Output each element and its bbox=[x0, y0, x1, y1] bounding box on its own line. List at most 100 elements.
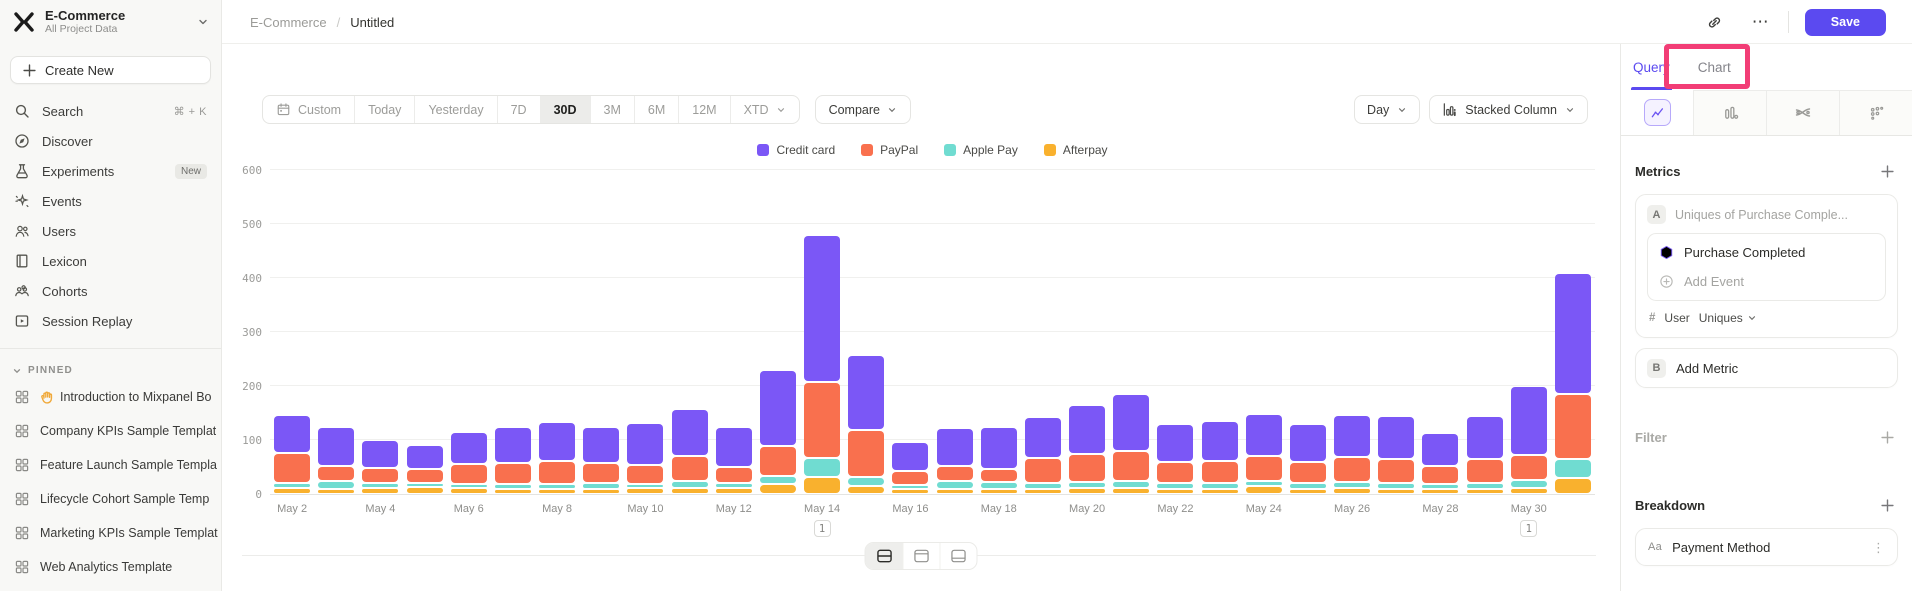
bar-segment-apple-pay[interactable] bbox=[494, 485, 531, 488]
bar-segment-apple-pay[interactable] bbox=[450, 484, 487, 487]
bar-segment-apple-pay[interactable] bbox=[1289, 484, 1326, 488]
bar-segment-apple-pay[interactable] bbox=[804, 459, 841, 476]
bar-segment-afterpay[interactable] bbox=[759, 485, 796, 493]
bar-segment-paypal[interactable] bbox=[1113, 452, 1150, 481]
bar-segment-credit-card[interactable] bbox=[1113, 395, 1150, 451]
sidebar-item-experiments[interactable]: Experiments New bbox=[0, 156, 221, 186]
bar-segment-credit-card[interactable] bbox=[274, 416, 311, 452]
bar-segment-apple-pay[interactable] bbox=[406, 483, 443, 486]
pinned-item[interactable]: Web Analytics Template bbox=[0, 550, 221, 584]
bar-segment-afterpay[interactable] bbox=[1466, 489, 1503, 493]
bar-segment-afterpay[interactable] bbox=[1157, 489, 1194, 493]
bar-segment-apple-pay[interactable] bbox=[1378, 484, 1415, 488]
add-metric-plus-icon[interactable] bbox=[1876, 160, 1898, 182]
legend-item-credit-card[interactable]: Credit card bbox=[757, 143, 835, 157]
bar-segment-apple-pay[interactable] bbox=[1245, 482, 1282, 486]
viz-tab-flow[interactable] bbox=[1766, 90, 1839, 135]
bar-segment-apple-pay[interactable] bbox=[539, 484, 576, 488]
bar-segment-apple-pay[interactable] bbox=[1466, 484, 1503, 488]
bar-segment-paypal[interactable] bbox=[759, 446, 796, 476]
bar-segment-apple-pay[interactable] bbox=[274, 484, 311, 488]
bar-segment-credit-card[interactable] bbox=[1422, 434, 1459, 466]
bar-segment-credit-card[interactable] bbox=[362, 441, 399, 467]
bar-segment-paypal[interactable] bbox=[406, 469, 443, 482]
bar-segment-afterpay[interactable] bbox=[1113, 488, 1150, 493]
bar-segment-apple-pay[interactable] bbox=[1422, 484, 1459, 488]
bar-segment-afterpay[interactable] bbox=[804, 477, 841, 493]
date-range-3m[interactable]: 3M bbox=[591, 96, 635, 123]
bar-segment-afterpay[interactable] bbox=[1510, 489, 1547, 493]
bar-segment-afterpay[interactable] bbox=[274, 489, 311, 493]
sidebar-item-session-replay[interactable]: Session Replay bbox=[0, 306, 221, 336]
bar-segment-afterpay[interactable] bbox=[362, 489, 399, 493]
more-options-button[interactable]: ⋯ bbox=[1751, 12, 1770, 31]
layout-bottom-toggle[interactable] bbox=[939, 543, 977, 569]
bar-segment-paypal[interactable] bbox=[936, 466, 973, 480]
bar-segment-credit-card[interactable] bbox=[1466, 417, 1503, 458]
bar-segment-afterpay[interactable] bbox=[892, 490, 929, 493]
bar-segment-afterpay[interactable] bbox=[450, 488, 487, 493]
bar-segment-paypal[interactable] bbox=[848, 430, 885, 476]
bar-segment-credit-card[interactable] bbox=[583, 428, 620, 462]
bar-segment-credit-card[interactable] bbox=[627, 424, 664, 464]
metric-a-row[interactable]: A Uniques of Purchase Comple... bbox=[1647, 205, 1886, 224]
bar-segment-apple-pay[interactable] bbox=[362, 483, 399, 488]
bar-segment-paypal[interactable] bbox=[274, 453, 311, 483]
bar-segment-apple-pay[interactable] bbox=[627, 484, 664, 488]
bar-segment-paypal[interactable] bbox=[1334, 458, 1371, 482]
tab-chart[interactable]: Chart bbox=[1697, 59, 1731, 75]
pinned-item[interactable]: Lifecycle Cohort Sample Temp bbox=[0, 482, 221, 516]
date-range-6m[interactable]: 6M bbox=[635, 96, 680, 123]
bar-segment-paypal[interactable] bbox=[1157, 462, 1194, 483]
bar-segment-credit-card[interactable] bbox=[318, 428, 355, 466]
project-switcher[interactable]: E-Commerce All Project Data bbox=[0, 0, 221, 44]
bar-segment-afterpay[interactable] bbox=[980, 490, 1017, 493]
pinned-item[interactable]: Introduction to Mixpanel Bo bbox=[0, 380, 221, 414]
bar-segment-apple-pay[interactable] bbox=[936, 481, 973, 488]
kebab-menu-icon[interactable]: ⋮ bbox=[1872, 539, 1885, 555]
chart-type-dropdown[interactable]: Stacked Column bbox=[1429, 95, 1588, 124]
layout-split-toggle[interactable] bbox=[865, 543, 903, 569]
bar-segment-apple-pay[interactable] bbox=[1069, 483, 1106, 487]
bar-segment-credit-card[interactable] bbox=[980, 428, 1017, 468]
bar-segment-paypal[interactable] bbox=[804, 382, 841, 458]
counting-method-row[interactable]: # User Uniques bbox=[1647, 311, 1886, 327]
bar-segment-apple-pay[interactable] bbox=[1334, 483, 1371, 487]
bar-segment-credit-card[interactable] bbox=[1157, 424, 1194, 461]
bar-segment-paypal[interactable] bbox=[362, 468, 399, 482]
granularity-dropdown[interactable]: Day bbox=[1354, 95, 1421, 124]
annotation-badge[interactable]: 1 bbox=[813, 520, 831, 537]
bar-segment-paypal[interactable] bbox=[627, 465, 664, 483]
bar-segment-credit-card[interactable] bbox=[1024, 417, 1061, 458]
bar-segment-paypal[interactable] bbox=[671, 457, 708, 481]
sidebar-item-cohorts[interactable]: Cohorts bbox=[0, 276, 221, 306]
bar-segment-paypal[interactable] bbox=[450, 464, 487, 483]
bar-segment-apple-pay[interactable] bbox=[1201, 484, 1238, 488]
add-filter-plus-icon[interactable] bbox=[1876, 426, 1898, 448]
bar-segment-apple-pay[interactable] bbox=[1554, 459, 1591, 477]
bar-segment-apple-pay[interactable] bbox=[671, 482, 708, 487]
bar-segment-paypal[interactable] bbox=[892, 472, 929, 485]
bar-segment-apple-pay[interactable] bbox=[715, 484, 752, 488]
bar-segment-credit-card[interactable] bbox=[450, 432, 487, 463]
bar-segment-credit-card[interactable] bbox=[1554, 274, 1591, 394]
viz-tab-line-chart[interactable] bbox=[1621, 90, 1693, 135]
viz-tab-scatter[interactable] bbox=[1839, 90, 1912, 135]
bar-segment-credit-card[interactable] bbox=[715, 428, 752, 467]
breadcrumb-page[interactable]: Untitled bbox=[350, 14, 395, 30]
bar-segment-credit-card[interactable] bbox=[494, 428, 531, 462]
bar-segment-paypal[interactable] bbox=[1422, 467, 1459, 483]
date-range-12m[interactable]: 12M bbox=[679, 96, 731, 123]
sidebar-item-lexicon[interactable]: Lexicon bbox=[0, 246, 221, 276]
date-range-today[interactable]: Today bbox=[355, 96, 416, 123]
bar-segment-afterpay[interactable] bbox=[406, 487, 443, 493]
bar-segment-afterpay[interactable] bbox=[1422, 489, 1459, 493]
bar-segment-apple-pay[interactable] bbox=[1113, 482, 1150, 487]
bar-segment-apple-pay[interactable] bbox=[583, 484, 620, 488]
bar-segment-apple-pay[interactable] bbox=[1510, 480, 1547, 488]
pinned-section-header[interactable]: PINNED bbox=[0, 359, 221, 380]
bar-segment-afterpay[interactable] bbox=[671, 488, 708, 493]
bar-segment-paypal[interactable] bbox=[1554, 395, 1591, 458]
date-range-custom[interactable]: Custom bbox=[263, 96, 356, 123]
bar-segment-paypal[interactable] bbox=[539, 462, 576, 483]
